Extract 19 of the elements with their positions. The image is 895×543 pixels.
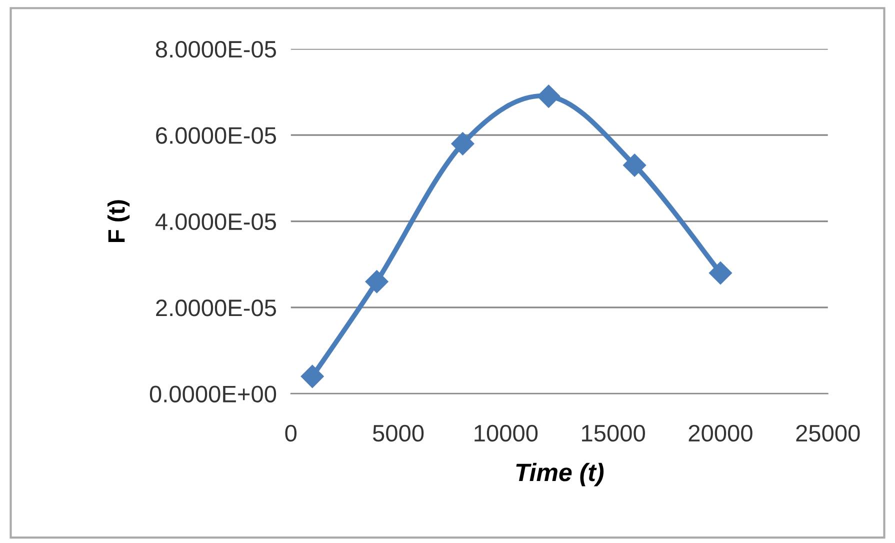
y-tick-label: 6.0000E-05 [156, 127, 276, 144]
point [623, 154, 646, 177]
y-tick-label: 0.0000E+00 [150, 386, 276, 402]
y-tick-label: 2.0000E-05 [156, 300, 276, 316]
point [537, 84, 560, 108]
point [365, 270, 388, 294]
x-tick-label: 15000 [582, 424, 645, 442]
y-tick-label: 8.0000E-05 [156, 40, 276, 58]
x-tick-label: 10000 [474, 424, 538, 442]
x-tick-label: 5000 [372, 424, 424, 442]
x-tick-label: 20000 [688, 424, 752, 442]
x-axis-title: Time (t) [516, 462, 604, 486]
y-axis-title: F (t) [108, 200, 130, 242]
x-tick-label: 0 [285, 424, 297, 442]
point [708, 261, 732, 284]
point [451, 132, 474, 156]
y-tick-label: 4.0000E-05 [155, 213, 276, 230]
x-tick-label: 25000 [796, 424, 860, 442]
point [300, 364, 324, 388]
